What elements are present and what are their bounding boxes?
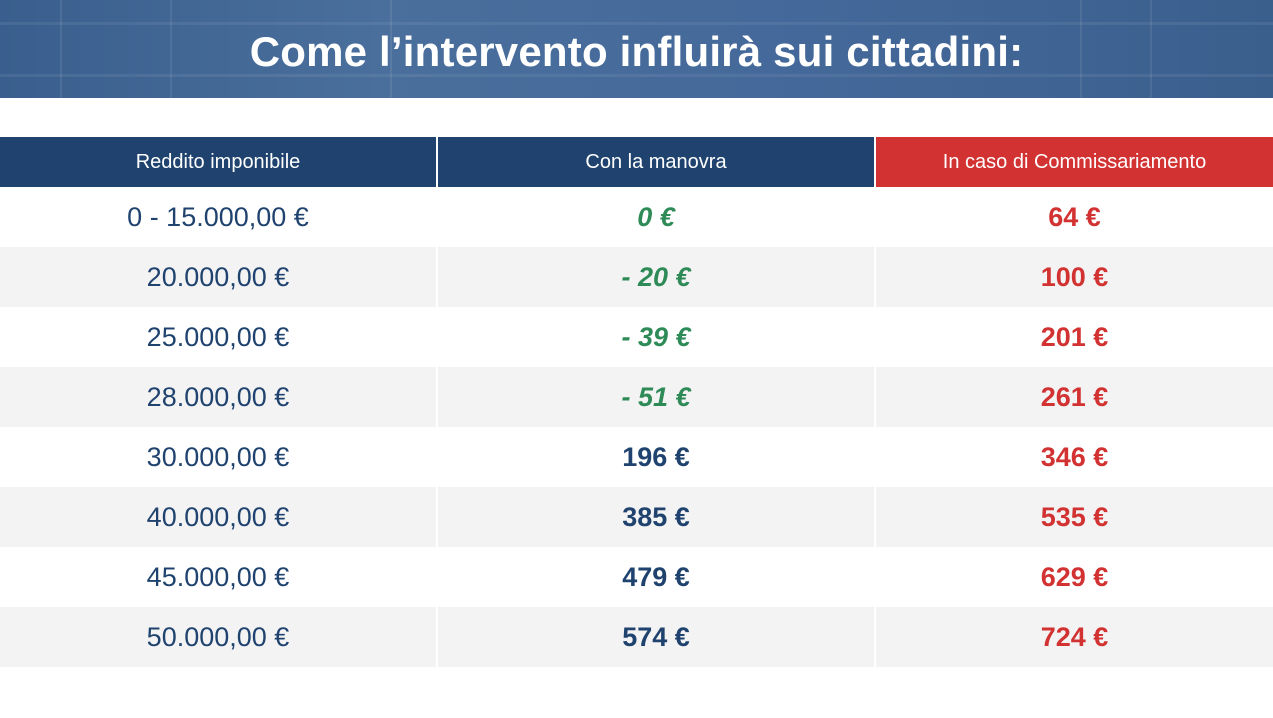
banner-texture: [1080, 0, 1082, 98]
cell-reddito: 0 - 15.000,00 €: [0, 187, 438, 247]
column-header-reddito: Reddito imponibile: [0, 137, 438, 187]
cell-commissariamento: 346 €: [1040, 441, 1109, 472]
cell-manovra: 574 €: [437, 607, 876, 667]
table-row: 28.000,00 € - 51 €261 €: [0, 367, 1273, 427]
banner-texture: [390, 0, 392, 98]
cell-reddito: 45.000,00 €: [0, 547, 438, 607]
banner-texture: [170, 0, 172, 98]
cell-commissariamento: 724 €: [875, 607, 1273, 667]
header-banner: Come l’intervento influirà sui cittadini…: [0, 0, 1273, 98]
table-row: 20.000,00 € - 20 €100 €: [0, 247, 1273, 307]
page-title: Come l’intervento influirà sui cittadini…: [249, 28, 1024, 75]
table-row: 25.000,00 € - 39 € 201 €: [0, 307, 1273, 367]
cell-commissariamento: 629 €: [1040, 561, 1109, 592]
table-header-row: Reddito imponibile Con la manovra In cas…: [0, 137, 1273, 187]
cell-commissariamento: 261 €: [875, 367, 1273, 427]
cell-reddito: 40.000,00 €: [0, 487, 438, 547]
cell-reddito: 30.000,00 €: [0, 427, 438, 487]
banner-texture: [1150, 0, 1152, 98]
cell-manovra: 0 €: [437, 187, 876, 247]
cell-reddito: 20.000,00 €: [0, 247, 438, 307]
cell-commissariamento: 535 €: [875, 487, 1273, 547]
cell-manovra: - 20 €: [437, 247, 876, 307]
cell-commissariamento: 100 €: [875, 247, 1273, 307]
cell-reddito: 25.000,00 €: [0, 307, 438, 367]
table-row: 40.000,00 €385 €535 €: [0, 487, 1273, 547]
cell-reddito: 50.000,00 €: [0, 607, 438, 667]
cell-manovra: 479 €: [437, 547, 876, 607]
income-impact-table: Reddito imponibile Con la manovra In cas…: [0, 137, 1273, 667]
banner-texture: [60, 0, 62, 98]
table-row: 30.000,00 €196 € 346 €: [0, 427, 1273, 487]
table-row: 0 - 15.000,00 €0 € 64 €: [0, 187, 1273, 247]
cell-commissariamento: 201 €: [1040, 321, 1109, 352]
cell-manovra: - 39 €: [437, 307, 876, 367]
cell-reddito: 28.000,00 €: [0, 367, 438, 427]
column-header-manovra: Con la manovra: [437, 137, 876, 187]
table-row: 50.000,00 €574 €724 €: [0, 607, 1273, 667]
cell-manovra: 385 €: [437, 487, 876, 547]
table-row: 45.000,00 €479 € 629 €: [0, 547, 1273, 607]
cell-manovra: 196 €: [437, 427, 876, 487]
banner-texture: [0, 22, 1273, 25]
cell-commissariamento: 64 €: [1048, 201, 1101, 232]
column-header-commissariamento: In caso di Commissariamento: [875, 137, 1273, 187]
cell-manovra: - 51 €: [437, 367, 876, 427]
banner-texture: [0, 74, 1273, 77]
